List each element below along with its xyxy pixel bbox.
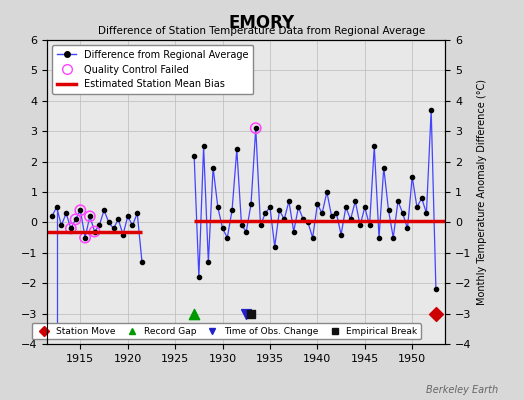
Point xyxy=(190,310,198,317)
Text: Difference of Station Temperature Data from Regional Average: Difference of Station Temperature Data f… xyxy=(99,26,425,36)
Point xyxy=(275,207,283,214)
Point xyxy=(389,234,397,241)
Point xyxy=(76,207,84,214)
Point xyxy=(110,225,118,232)
Point xyxy=(384,207,392,214)
Point xyxy=(124,213,132,220)
Point xyxy=(252,125,260,131)
Point xyxy=(48,213,56,220)
Point xyxy=(85,213,94,220)
Point xyxy=(133,210,141,216)
Point xyxy=(219,225,227,232)
Point xyxy=(228,207,236,214)
Point xyxy=(223,234,232,241)
Point xyxy=(138,259,146,265)
Point xyxy=(413,204,421,210)
Point xyxy=(332,210,341,216)
Point xyxy=(105,219,113,226)
Point xyxy=(76,207,84,214)
Point xyxy=(299,216,308,222)
Point xyxy=(81,234,89,241)
Point xyxy=(361,204,369,210)
Point xyxy=(356,222,364,229)
Point xyxy=(71,216,80,222)
Point xyxy=(394,198,402,204)
Point xyxy=(418,195,426,201)
Text: Berkeley Earth: Berkeley Earth xyxy=(425,385,498,395)
Point xyxy=(346,216,355,222)
Point xyxy=(252,125,260,131)
Point xyxy=(304,219,312,226)
Point xyxy=(342,204,350,210)
Point xyxy=(214,204,222,210)
Point xyxy=(313,201,322,207)
Point xyxy=(365,222,374,229)
Point xyxy=(318,210,326,216)
Point xyxy=(370,143,378,150)
Point xyxy=(328,213,336,220)
Point xyxy=(100,207,108,214)
Point xyxy=(242,228,250,235)
Point xyxy=(247,201,255,207)
Point xyxy=(85,213,94,220)
Text: EMORY: EMORY xyxy=(229,14,295,32)
Point xyxy=(280,216,288,222)
Point xyxy=(432,310,440,317)
Point xyxy=(294,204,303,210)
Point xyxy=(52,204,61,210)
Point xyxy=(403,225,412,232)
Point xyxy=(209,164,217,171)
Point xyxy=(351,198,359,204)
Point xyxy=(114,216,123,222)
Point xyxy=(432,286,440,292)
Point xyxy=(285,198,293,204)
Point xyxy=(57,222,66,229)
Point xyxy=(204,259,213,265)
Point xyxy=(408,174,417,180)
Point xyxy=(71,216,80,222)
Point xyxy=(195,274,203,280)
Point xyxy=(337,231,345,238)
Point xyxy=(247,310,255,317)
Point xyxy=(81,234,89,241)
Point xyxy=(128,222,137,229)
Point xyxy=(62,210,70,216)
Point xyxy=(323,189,331,195)
Point xyxy=(67,225,75,232)
Point xyxy=(309,234,317,241)
Point xyxy=(375,234,383,241)
Point xyxy=(237,222,246,229)
Point xyxy=(289,228,298,235)
Point xyxy=(261,210,269,216)
Point xyxy=(242,310,250,317)
Point xyxy=(427,107,435,113)
Y-axis label: Monthly Temperature Anomaly Difference (°C): Monthly Temperature Anomaly Difference (… xyxy=(477,79,487,305)
Point xyxy=(399,210,407,216)
Point xyxy=(270,244,279,250)
Legend: Station Move, Record Gap, Time of Obs. Change, Empirical Break: Station Move, Record Gap, Time of Obs. C… xyxy=(31,323,421,340)
Point xyxy=(379,164,388,171)
Point xyxy=(233,146,241,153)
Point xyxy=(200,143,208,150)
Point xyxy=(422,210,431,216)
Point xyxy=(119,231,127,238)
Point xyxy=(90,228,99,235)
Point xyxy=(67,225,75,232)
Point xyxy=(190,152,198,159)
Point xyxy=(266,204,274,210)
Point xyxy=(90,228,99,235)
Point xyxy=(256,222,265,229)
Point xyxy=(95,222,104,229)
